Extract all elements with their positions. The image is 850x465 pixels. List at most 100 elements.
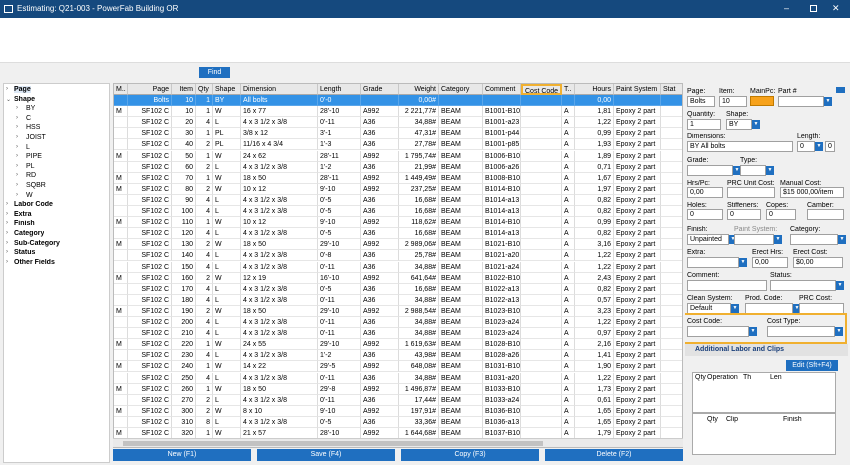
table-row[interactable]: MSF102 C2601W18 x 5029'-8A9921 496,87#BE… (114, 384, 683, 395)
dropdown-button[interactable]: ▼ (824, 97, 832, 106)
column-header[interactable]: Qty (707, 416, 718, 423)
table-row[interactable]: SF102 C1804L4 x 3 1/2 x 3/80'-11A3634,88… (114, 295, 683, 306)
tree-toggle[interactable]: › (6, 211, 8, 217)
dropdown-button[interactable]: ▼ (766, 166, 774, 175)
tree-item[interactable]: Other Fields (14, 259, 55, 266)
input-field[interactable] (687, 165, 733, 176)
tree-toggle[interactable]: › (16, 134, 18, 140)
input-field[interactable] (790, 234, 838, 245)
tree-item[interactable]: Status (14, 249, 35, 256)
column-header[interactable]: Item (172, 84, 196, 95)
tree-toggle[interactable]: › (16, 115, 18, 121)
tree-toggle[interactable]: › (16, 172, 18, 178)
tree-item[interactable]: PIPE (26, 153, 42, 160)
horizontal-scrollbar[interactable] (113, 438, 683, 447)
dropdown-button[interactable]: ▼ (838, 235, 846, 244)
table-row[interactable]: SF102 C1204L4 x 3 1/2 x 3/80'-5A3616,68#… (114, 228, 683, 239)
table-row[interactable]: SF102 C402PL11/16 x 4 3/41'-3A3627,78#BE… (114, 139, 683, 150)
dropdown-button[interactable]: ▼ (731, 304, 739, 313)
column-header[interactable]: Cost Code (521, 84, 562, 95)
column-header[interactable]: M.. (114, 84, 128, 95)
input-field[interactable] (687, 257, 739, 268)
find-button[interactable]: Find (199, 67, 230, 78)
tree-toggle[interactable]: › (6, 220, 8, 226)
table-row[interactable]: SF102 C2104L4 x 3 1/2 x 3/80'-11A3634,88… (114, 328, 683, 339)
table-row[interactable]: MSF102 C3002W8 x 109'-10A992197,91#BEAMB… (114, 406, 683, 417)
dropdown-button[interactable]: ▼ (749, 327, 757, 336)
panel-pin[interactable] (836, 87, 845, 93)
tree-item[interactable]: SQBR (26, 182, 46, 189)
input-field[interactable] (778, 96, 824, 107)
tree-item[interactable]: Shape (14, 96, 35, 103)
tree-item[interactable]: Category (14, 230, 44, 237)
tree-item[interactable]: PL (26, 163, 35, 170)
tree-item[interactable]: JOIST (26, 134, 46, 141)
column-header[interactable]: Comment (483, 84, 521, 95)
input-field[interactable]: 0 (727, 209, 761, 220)
input-field[interactable] (687, 326, 749, 337)
tree-item[interactable]: Sub-Category (14, 240, 60, 247)
table-row[interactable]: SF102 C1404L4 x 3 1/2 x 3/80'-8A3625,78#… (114, 250, 683, 261)
table-row[interactable]: SF102 C2504L4 x 3 1/2 x 3/80'-11A3634,88… (114, 373, 683, 384)
column-header[interactable]: Page (128, 84, 172, 95)
tree-toggle[interactable]: › (16, 182, 18, 188)
table-row[interactable]: SF102 C904L4 x 3 1/2 x 3/80'-5A3616,68#B… (114, 195, 683, 206)
column-header[interactable]: Length (318, 84, 361, 95)
column-header[interactable]: Category (439, 84, 483, 95)
column-header[interactable]: Shape (213, 84, 241, 95)
table-row[interactable]: MSF102 C1602W12 x 1916'-10A992641,64#BEA… (114, 273, 683, 284)
table-row[interactable]: MSF102 C2401W14 x 2229'-5A992648,08#BEAM… (114, 361, 683, 372)
input-field[interactable]: Unpainted (687, 234, 729, 245)
action-button[interactable]: New (F1) (113, 449, 251, 461)
tree-toggle[interactable]: › (16, 144, 18, 150)
tree-item[interactable]: Extra (14, 211, 32, 218)
action-button[interactable]: Save (F4) (257, 449, 395, 461)
table-row[interactable]: MSF102 C701W18 x 5028'-11A9921 449,49#BE… (114, 173, 683, 184)
tree-toggle[interactable]: › (16, 153, 18, 159)
tree-toggle[interactable]: › (6, 230, 8, 236)
table-row[interactable]: SF102 C2702L4 x 3 1/2 x 3/80'-11A3617,44… (114, 395, 683, 406)
column-header[interactable]: Qty (196, 84, 213, 95)
table-row[interactable]: SF102 C1504L4 x 3 1/2 x 3/80'-11A3634,88… (114, 262, 683, 273)
close-button[interactable]: ✕ (832, 3, 840, 14)
tree-toggle[interactable]: › (6, 240, 8, 246)
table-row[interactable]: SF102 C2004L4 x 3 1/2 x 3/80'-11A3634,88… (114, 317, 683, 328)
input-field[interactable] (734, 234, 774, 245)
tree-item[interactable]: BY (26, 105, 35, 112)
table-row[interactable]: Bolts101BYAll bolts0'-00,00#0,00 (114, 95, 683, 106)
tree-toggle[interactable]: › (16, 192, 18, 198)
tree-item[interactable]: Labor Code (14, 201, 53, 208)
input-field[interactable]: $15 000,00/item (780, 187, 844, 198)
table-row[interactable]: MSF102 C101W16 x 7728'-10A9922 221,77#BE… (114, 106, 683, 117)
dropdown-button[interactable]: ▼ (739, 258, 747, 267)
tree-item[interactable]: HSS (26, 124, 40, 131)
action-button[interactable]: Delete (F2) (545, 449, 683, 461)
tree-item[interactable]: W (26, 192, 33, 199)
column-header[interactable]: Grade (361, 84, 399, 95)
tree-item[interactable]: L (26, 144, 30, 151)
column-header[interactable]: Hours (575, 84, 614, 95)
table-row[interactable]: MSF102 C1902W18 x 5029'-10A9922 988,54#B… (114, 306, 683, 317)
column-header[interactable]: Operation (707, 374, 738, 381)
dropdown-button[interactable]: ▼ (752, 120, 760, 129)
column-header[interactable]: Stat (661, 84, 683, 95)
tree-item[interactable]: C (26, 115, 31, 122)
input-field[interactable] (687, 280, 767, 291)
input-field[interactable]: 0 (687, 209, 723, 220)
input-field[interactable]: 0,00 (752, 257, 788, 268)
table-row[interactable]: MSF102 C1101W10 x 129'-10A992118,62#BEAM… (114, 217, 683, 228)
maximize-button[interactable] (810, 5, 817, 12)
column-header[interactable]: Clip (726, 416, 738, 423)
table-row[interactable]: SF102 C1704L4 x 3 1/2 x 3/80'-5A3616,68#… (114, 284, 683, 295)
input-field[interactable] (807, 209, 844, 220)
table-row[interactable]: SF102 C301PL3/8 x 123'-1A3647,31#BEAMB10… (114, 128, 683, 139)
tree-toggle[interactable]: › (16, 163, 18, 169)
table-row[interactable]: MSF102 C2201W24 x 5529'-10A9921 619,63#B… (114, 339, 683, 350)
minimize-button[interactable]: – (784, 3, 789, 13)
column-header[interactable]: T.. (562, 84, 575, 95)
tree-toggle[interactable]: › (16, 105, 18, 111)
checkbox[interactable] (750, 96, 774, 106)
dropdown-button[interactable]: ▼ (836, 281, 844, 290)
column-header[interactable]: Len (770, 374, 782, 381)
input-field[interactable]: BY All bolts (687, 141, 793, 152)
